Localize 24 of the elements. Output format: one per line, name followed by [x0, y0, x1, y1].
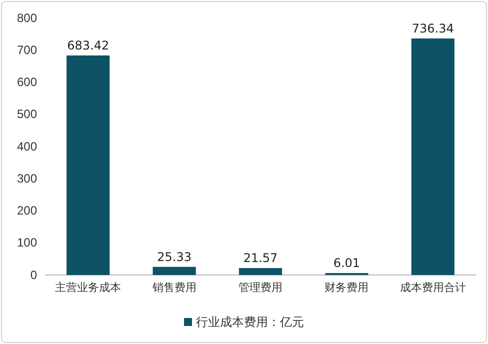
y-tick-label: 200 [16, 204, 38, 218]
y-tick-label: 300 [16, 171, 38, 186]
y-tick-label: 600 [16, 75, 38, 90]
y-tick-label: 100 [16, 236, 38, 250]
bar [152, 266, 196, 275]
x-tick-label: 销售费用 [151, 280, 196, 294]
x-tick-label: 主营业务成本 [55, 280, 122, 294]
data-label: 25.33 [157, 250, 192, 264]
y-tick-label: 400 [16, 139, 38, 154]
x-tick-label: 财务费用 [324, 280, 369, 294]
y-tick-label: 800 [16, 10, 38, 25]
y-tick-label: 0 [30, 268, 38, 282]
data-label: 6.01 [333, 256, 360, 270]
bar [238, 268, 282, 275]
x-tick-label: 成本费用合计 [400, 280, 466, 294]
data-label: 736.34 [412, 21, 454, 36]
bar [411, 38, 454, 275]
data-label: 683.42 [67, 38, 110, 52]
x-tick-label: 管理费用 [238, 280, 282, 294]
bar [66, 55, 110, 275]
legend-label: 行业成本费用：亿元 [196, 315, 304, 330]
y-tick-label: 500 [16, 107, 38, 122]
y-tick-label: 700 [16, 42, 38, 57]
data-label: 21.57 [243, 251, 278, 266]
